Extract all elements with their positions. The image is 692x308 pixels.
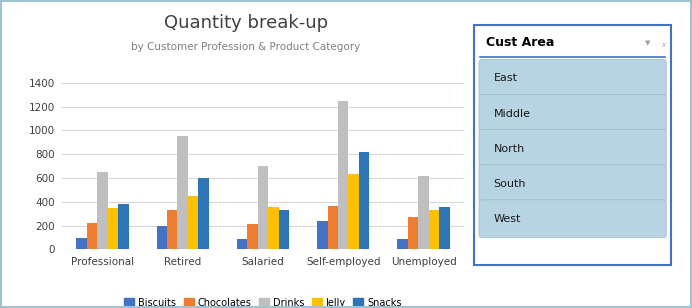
Bar — [156, 226, 167, 249]
Bar — [349, 174, 359, 249]
Bar — [257, 166, 268, 249]
Bar — [279, 210, 289, 249]
Bar — [188, 197, 199, 249]
Bar — [429, 210, 439, 249]
Bar — [397, 239, 408, 249]
Text: Cust Area: Cust Area — [486, 36, 554, 49]
Text: ▼: ▼ — [645, 40, 650, 46]
Bar — [408, 217, 418, 249]
Text: West: West — [494, 214, 521, 224]
Bar — [237, 239, 247, 249]
Bar — [359, 152, 370, 249]
Bar — [86, 223, 97, 249]
Bar — [167, 209, 177, 249]
Bar — [108, 208, 118, 249]
Bar — [418, 176, 429, 249]
Bar — [247, 225, 257, 249]
Bar — [268, 207, 279, 249]
Text: South: South — [494, 179, 526, 189]
Text: Middle: Middle — [494, 108, 531, 119]
Text: Quantity break-up: Quantity break-up — [163, 14, 328, 32]
Bar — [97, 172, 108, 249]
Bar — [439, 207, 450, 249]
Text: by Customer Profession & Product Category: by Customer Profession & Product Categor… — [131, 42, 361, 51]
FancyBboxPatch shape — [479, 165, 666, 203]
Bar — [338, 101, 349, 249]
FancyBboxPatch shape — [479, 130, 666, 168]
Bar — [76, 237, 86, 249]
Text: East: East — [494, 73, 518, 83]
Bar — [327, 206, 338, 249]
FancyBboxPatch shape — [474, 25, 671, 265]
FancyBboxPatch shape — [479, 59, 666, 97]
Bar — [199, 178, 209, 249]
Text: North: North — [494, 144, 525, 154]
Text: x: x — [662, 42, 666, 48]
Bar — [118, 204, 129, 249]
Legend: Biscuits, Chocolates, Drinks, Jelly, Snacks: Biscuits, Chocolates, Drinks, Jelly, Sna… — [120, 294, 406, 308]
FancyBboxPatch shape — [479, 200, 666, 238]
FancyBboxPatch shape — [479, 95, 666, 132]
Bar — [317, 221, 327, 249]
Bar — [177, 136, 188, 249]
